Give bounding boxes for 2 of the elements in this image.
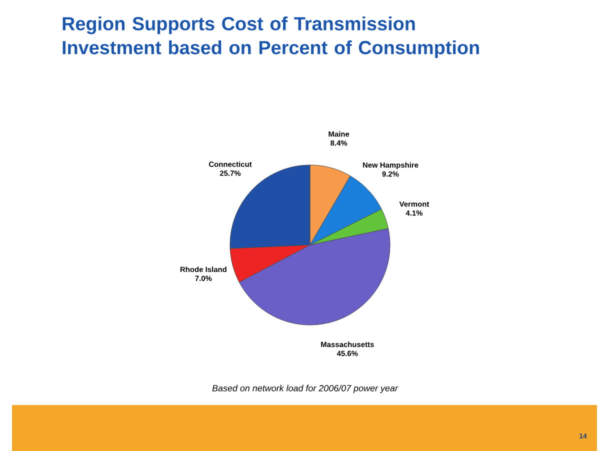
text: Based on network load for 2006/07 power year bbox=[212, 384, 398, 394]
chart-title: Region Supports Cost of Transmission Investment based on Percent of Consumption bbox=[62, 16, 479, 58]
